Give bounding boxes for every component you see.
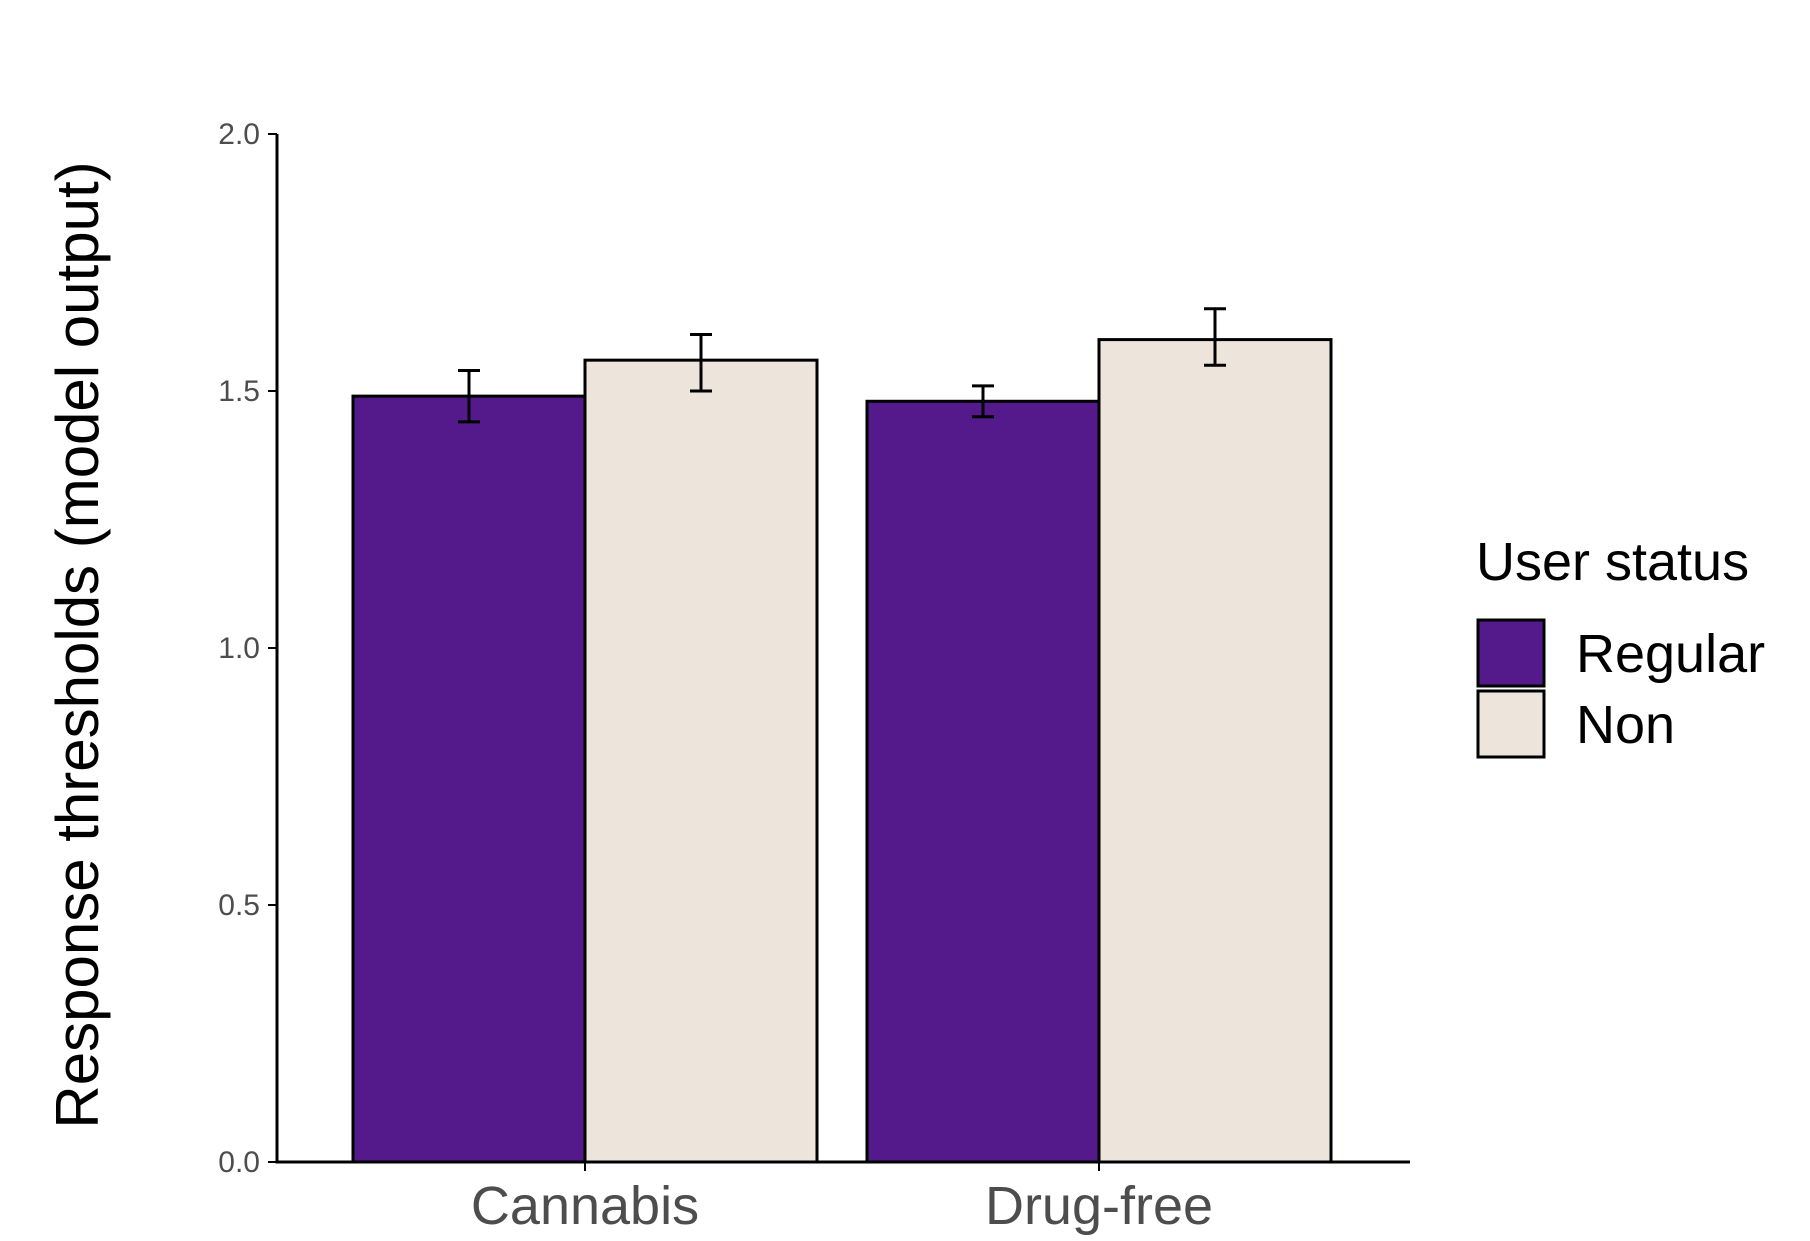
legend-items: Regular Non (1476, 618, 1765, 759)
bar-non-drug-free (1097, 338, 1333, 1164)
legend-title: User status (1476, 532, 1749, 592)
y-tick-label: 1.5 (218, 375, 260, 408)
legend-key-non (1476, 689, 1546, 759)
legend: User status Regular Non (1476, 532, 1765, 759)
legend-key-regular (1476, 618, 1546, 688)
y-tick-label: 0.5 (218, 889, 260, 922)
y-tick-label: 1.0 (218, 632, 260, 665)
bars-layer (351, 338, 1333, 1164)
x-ticks: Cannabis Drug-free (471, 1162, 1213, 1236)
y-tick-label: 0.0 (218, 1146, 260, 1179)
bar-regular-drug-free (865, 399, 1101, 1164)
x-tick-label-drug-free: Drug-free (985, 1176, 1213, 1236)
bar-regular-cannabis (351, 394, 587, 1164)
legend-label-regular: Regular (1576, 624, 1765, 684)
x-tick-label-cannabis: Cannabis (471, 1176, 699, 1236)
bar-non-cannabis (583, 358, 819, 1164)
y-axis-title: Response thresholds (model output) (44, 161, 111, 1128)
legend-label-non: Non (1576, 695, 1675, 755)
y-ticks: 0.0 0.5 1.0 1.5 2.0 (218, 118, 277, 1179)
y-tick-label: 2.0 (218, 118, 260, 151)
errorbars-layer (458, 307, 1226, 424)
